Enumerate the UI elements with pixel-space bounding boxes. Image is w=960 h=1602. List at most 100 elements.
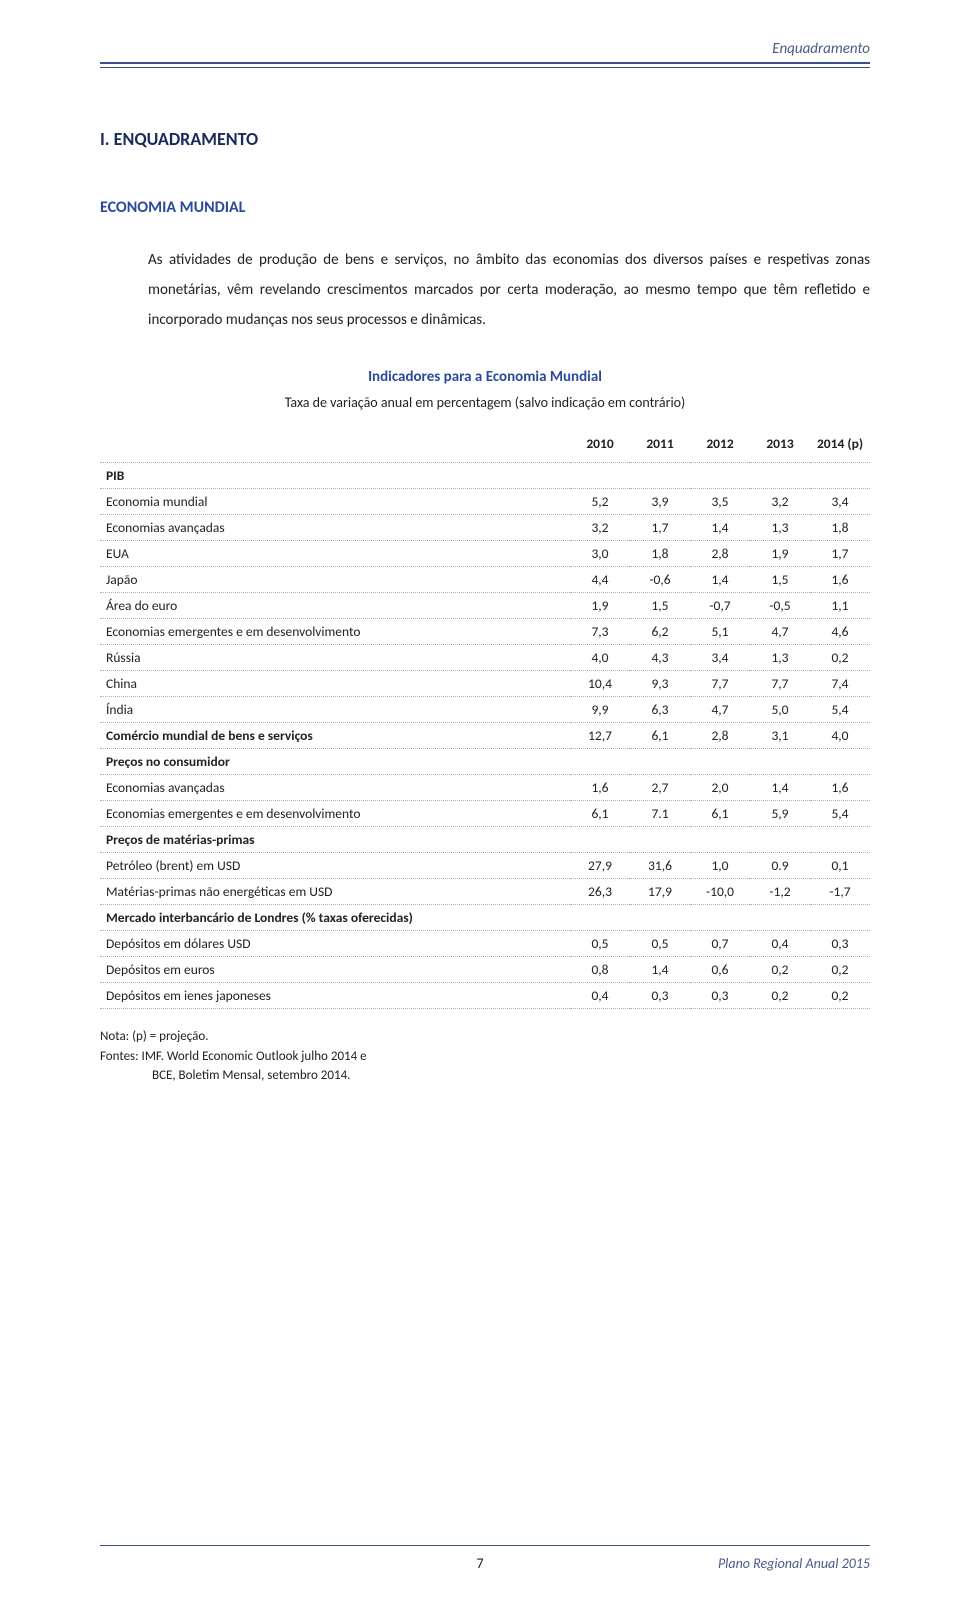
table-cell-value: 26,3: [570, 879, 630, 905]
table-cell-value: 1,8: [630, 541, 690, 567]
table-cell-label: Depósitos em euros: [100, 957, 570, 983]
table-cell-value: -1,2: [750, 879, 810, 905]
table-cell-value: -0,7: [690, 593, 750, 619]
table-cell-value: -0,5: [750, 593, 810, 619]
table-cell-value: 3,2: [750, 489, 810, 515]
table-cell-value: 0,4: [570, 983, 630, 1009]
indicators-table: 2010 2011 2012 2013 2014 (p) PIBEconomia…: [100, 425, 870, 1009]
table-cell-value: 1,3: [750, 645, 810, 671]
table-cell-value: -10,0: [690, 879, 750, 905]
footer-rule: [100, 1545, 870, 1546]
table-header-year: 2011: [630, 425, 690, 463]
table-cell-value: 7,7: [750, 671, 810, 697]
table-cell-value: 4,0: [570, 645, 630, 671]
table-row: Petróleo (brent) em USD27,931,61,00.90,1: [100, 853, 870, 879]
table-cell-value: -0,6: [630, 567, 690, 593]
table-row: Área do euro1,91,5-0,7-0,51,1: [100, 593, 870, 619]
table-cell-value: 10,4: [570, 671, 630, 697]
table-cell-value: 3,0: [570, 541, 630, 567]
table-cell-value: [630, 905, 690, 931]
table-cell-label: China: [100, 671, 570, 697]
table-cell-value: 0,2: [810, 957, 870, 983]
table-cell-value: 7,3: [570, 619, 630, 645]
table-cell-value: [810, 463, 870, 489]
table-cell-value: 5,4: [810, 697, 870, 723]
table-header-year: 2010: [570, 425, 630, 463]
table-cell-value: 7.1: [630, 801, 690, 827]
table-cell-label: Índia: [100, 697, 570, 723]
table-cell-value: 1,9: [570, 593, 630, 619]
table-row: Economia mundial5,23,93,53,23,4: [100, 489, 870, 515]
table-cell-value: 3,9: [630, 489, 690, 515]
table-row: Japão4,4-0,61,41,51,6: [100, 567, 870, 593]
table-cell-value: [810, 905, 870, 931]
table-cell-value: 5,0: [750, 697, 810, 723]
table-cell-value: 1,6: [570, 775, 630, 801]
footer-title: Plano Regional Anual 2015: [718, 1555, 870, 1572]
table-cell-label: Preços de matérias-primas: [100, 827, 570, 853]
table-cell-label: Economia mundial: [100, 489, 570, 515]
table-cell-value: 12,7: [570, 723, 630, 749]
table-cell-value: [750, 905, 810, 931]
table-row: Índia9,96,34,75,05,4: [100, 697, 870, 723]
table-cell-value: [690, 463, 750, 489]
table-cell-value: 1,7: [810, 541, 870, 567]
table-cell-value: [630, 463, 690, 489]
table-cell-value: 5,1: [690, 619, 750, 645]
table-cell-value: 1,6: [810, 775, 870, 801]
table-cell-value: 0,3: [630, 983, 690, 1009]
table-cell-value: 0,4: [750, 931, 810, 957]
table-header-row: 2010 2011 2012 2013 2014 (p): [100, 425, 870, 463]
table-cell-value: [630, 827, 690, 853]
table-cell-label: Economias avançadas: [100, 775, 570, 801]
table-cell-label: Área do euro: [100, 593, 570, 619]
table-cell-value: 0,7: [690, 931, 750, 957]
table-header-blank: [100, 425, 570, 463]
table-cell-value: 1,7: [630, 515, 690, 541]
table-cell-value: 0,3: [810, 931, 870, 957]
table-cell-value: [570, 749, 630, 775]
table-row: EUA3,01,82,81,91,7: [100, 541, 870, 567]
table-cell-label: Mercado interbancário de Londres (% taxa…: [100, 905, 570, 931]
table-cell-value: 0,2: [810, 645, 870, 671]
table-header-year: 2012: [690, 425, 750, 463]
table-notes: Nota: (p) = projeção. Fontes: IMF. World…: [100, 1027, 870, 1086]
table-cell-value: 1,4: [630, 957, 690, 983]
table-cell-value: 1,4: [690, 567, 750, 593]
table-row: Matérias-primas não energéticas em USD26…: [100, 879, 870, 905]
table-cell-value: 4,6: [810, 619, 870, 645]
table-row: Depósitos em euros0,81,40,60,20,2: [100, 957, 870, 983]
header-rule-thin: [100, 67, 870, 68]
table-row: Economias emergentes e em desenvolviment…: [100, 801, 870, 827]
table-cell-value: 6,3: [630, 697, 690, 723]
table-cell-value: [690, 905, 750, 931]
table-cell-value: [570, 905, 630, 931]
note-line: BCE, Boletim Mensal, setembro 2014.: [100, 1066, 870, 1086]
note-line: Nota: (p) = projeção.: [100, 1027, 870, 1047]
table-cell-value: 2,8: [690, 723, 750, 749]
table-row: Economias emergentes e em desenvolviment…: [100, 619, 870, 645]
table-cell-value: 0,8: [570, 957, 630, 983]
table-cell-value: -1,7: [810, 879, 870, 905]
table-cell-value: 0,2: [750, 957, 810, 983]
table-cell-value: 1,1: [810, 593, 870, 619]
table-row: Comércio mundial de bens e serviços12,76…: [100, 723, 870, 749]
table-cell-value: 2,7: [630, 775, 690, 801]
table-cell-value: [750, 463, 810, 489]
table-cell-value: 3,5: [690, 489, 750, 515]
table-cell-value: 4,7: [750, 619, 810, 645]
table-cell-value: 0.9: [750, 853, 810, 879]
section-title: I. ENQUADRAMENTO: [100, 128, 870, 150]
table-cell-value: [810, 749, 870, 775]
table-cell-value: 1,4: [750, 775, 810, 801]
table-cell-label: Japão: [100, 567, 570, 593]
table-cell-value: 31,6: [630, 853, 690, 879]
table-row: Rússia4,04,33,41,30,2: [100, 645, 870, 671]
table-cell-value: 6,1: [690, 801, 750, 827]
table-cell-label: EUA: [100, 541, 570, 567]
table-cell-value: 0,5: [570, 931, 630, 957]
table-cell-value: 1,9: [750, 541, 810, 567]
table-subcaption: Taxa de variação anual em percentagem (s…: [100, 394, 870, 411]
table-cell-value: 5,4: [810, 801, 870, 827]
table-cell-value: [750, 827, 810, 853]
